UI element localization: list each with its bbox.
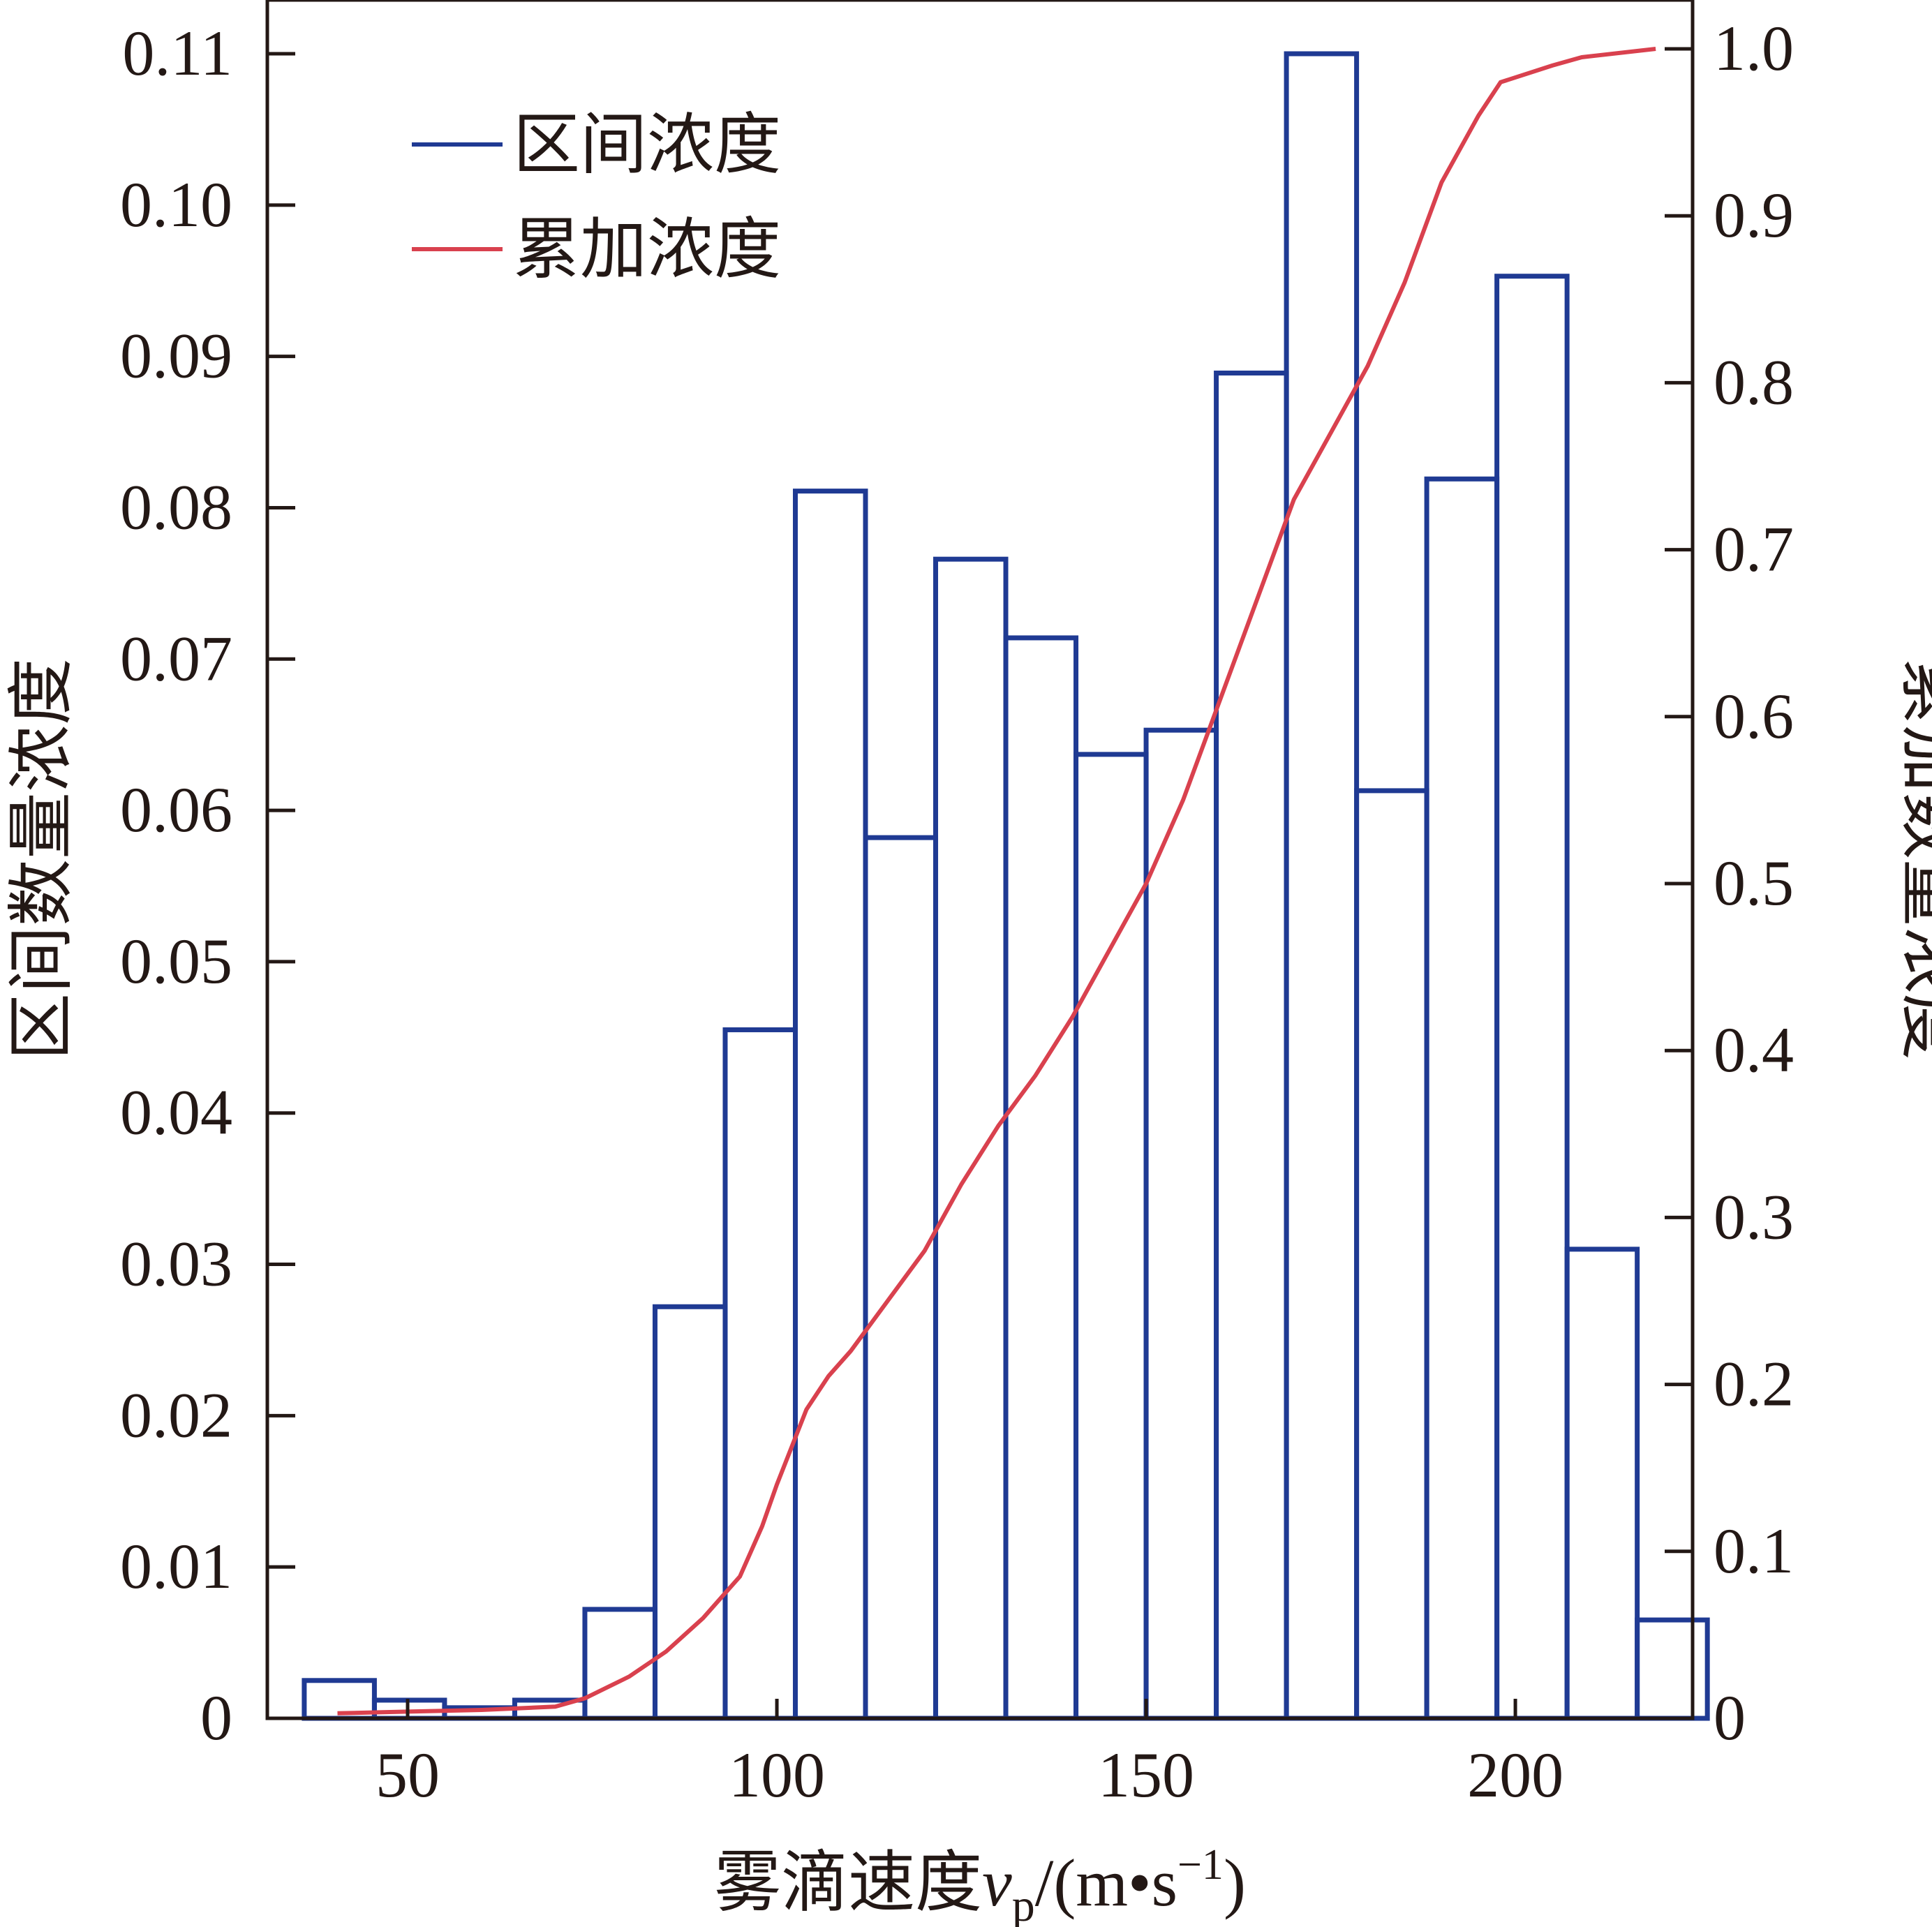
right-y-tick-label: 1.0: [1714, 13, 1794, 84]
histogram-bar: [1003, 635, 1079, 1721]
left-y-tick-label: 0.05: [120, 925, 232, 997]
histogram-bar: [1494, 274, 1570, 1721]
right-y-tick-label: 0.2: [1714, 1348, 1794, 1420]
right-y-tick-label: 0.8: [1714, 346, 1794, 417]
histogram-bar: [1354, 788, 1429, 1721]
x-axis-title-sub: p: [1012, 1880, 1035, 1927]
plot-frame: [265, 0, 1695, 1720]
right-y-tick-label: 0: [1714, 1682, 1746, 1753]
histogram-bar: [1284, 51, 1360, 1721]
histogram-bar: [933, 556, 1009, 1721]
histogram-bar: [1635, 1617, 1710, 1721]
x-axis-ticks: 50 100 150 200: [376, 1699, 1563, 1810]
histogram-bar: [652, 1304, 728, 1721]
right-y-tick-label: 0.1: [1714, 1515, 1794, 1586]
x-axis-title-unit: /(m•s: [1035, 1845, 1177, 1920]
right-y-tick-label: 0.4: [1714, 1014, 1794, 1085]
histogram-bar: [1143, 727, 1219, 1721]
x-tick-label: 50: [376, 1739, 440, 1810]
legend-label-cumulative: 累加浓度: [513, 212, 781, 287]
x-axis-title-text: 雾滴速度: [714, 1845, 982, 1920]
histogram-bar: [722, 1027, 798, 1721]
left-y-tick-label: 0.11: [122, 17, 232, 89]
left-y-tick-label: 0.01: [120, 1531, 232, 1602]
left-y-tick-label: 0.04: [120, 1077, 232, 1148]
histogram-bar: [1564, 1247, 1640, 1721]
left-y-axis-ticks: 0 0.01 0.02 0.03 0.04 0.05 0.06 0.07 0.08 0.09 0.1…: [120, 17, 295, 1753]
left-y-tick-label: 0.08: [120, 471, 232, 542]
left-y-tick-label: 0.09: [120, 320, 232, 392]
right-y-tick-label: 0.7: [1714, 514, 1794, 585]
x-axis-title-var: v: [982, 1845, 1012, 1920]
histogram-bar: [1424, 476, 1500, 1721]
histogram-bars: [302, 51, 1710, 1721]
left-y-tick-label: 0.02: [120, 1379, 232, 1450]
right-y-tick-label: 0.6: [1714, 680, 1794, 752]
x-tick-label: 200: [1467, 1739, 1563, 1810]
left-y-axis-title: 区间数量浓度: [4, 658, 79, 1060]
right-y-tick-label: 0.9: [1714, 179, 1794, 251]
legend-label-interval: 区间浓度: [513, 107, 781, 182]
left-y-tick-label: 0.06: [120, 774, 232, 845]
x-tick-label: 150: [1098, 1739, 1194, 1810]
cumulative-line: [337, 47, 1656, 1716]
left-y-tick-label: 0.03: [120, 1228, 232, 1300]
histogram-bar: [1214, 370, 1289, 1721]
right-y-tick-label: 0.3: [1714, 1181, 1794, 1252]
x-axis-title: 雾滴速度vp/(m•s−1): [714, 1841, 1246, 1927]
left-y-tick-label: 0.10: [120, 169, 232, 240]
histogram-bar: [863, 835, 939, 1721]
right-y-axis-title: 累加数量浓度: [1894, 658, 1932, 1060]
legend: 区间浓度 累加浓度: [412, 107, 781, 287]
right-y-tick-label: 0.5: [1714, 847, 1794, 918]
left-y-tick-label: 0: [200, 1682, 232, 1753]
left-y-tick-label: 0.07: [120, 623, 232, 694]
right-y-axis-ticks: 0 0.1 0.2 0.3 0.4 0.5 0.6 0.7 0.8 0.9 1.0: [1665, 13, 1794, 1753]
x-axis-title-close: ): [1224, 1845, 1246, 1920]
histogram-bar: [792, 489, 868, 1721]
x-tick-label: 100: [729, 1739, 825, 1810]
x-axis-title-sup: −1: [1177, 1841, 1224, 1889]
